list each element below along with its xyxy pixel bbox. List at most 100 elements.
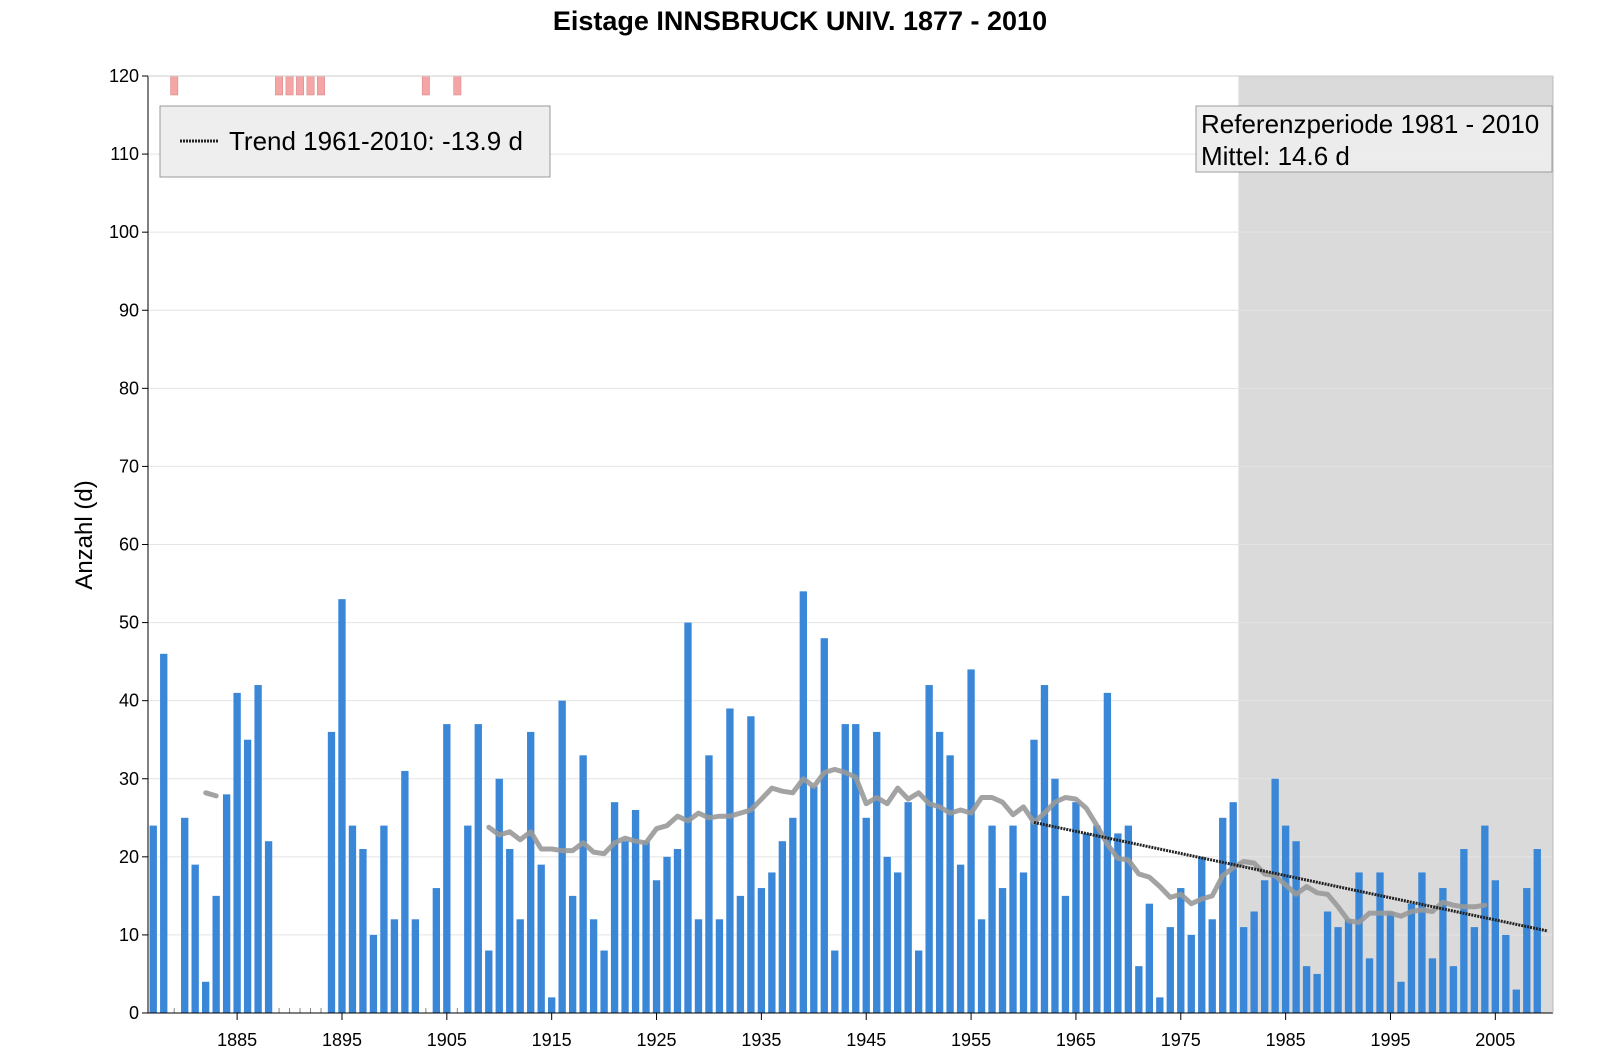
bar	[495, 778, 503, 1013]
bar	[432, 888, 441, 1013]
axis-layer: 0 10 20 30 40 50 60 70 80 90 100 110 120 1885 1895 1905…	[109, 66, 1554, 1050]
bar	[1103, 692, 1112, 1013]
bar	[1439, 888, 1447, 1013]
bar	[935, 731, 944, 1013]
y-tick-label: 20	[119, 847, 139, 867]
bar	[527, 731, 535, 1013]
bar	[831, 950, 839, 1013]
bar	[1009, 825, 1017, 1013]
bar	[925, 685, 933, 1013]
y-tick-label: 90	[119, 300, 139, 320]
bar	[485, 950, 493, 1013]
bar	[327, 731, 336, 1013]
bar	[726, 708, 734, 1013]
bar	[212, 895, 220, 1013]
bar	[1093, 825, 1101, 1013]
y-tick-label: 60	[119, 535, 139, 555]
bar	[1323, 911, 1332, 1013]
bar	[506, 849, 514, 1013]
bar	[1187, 934, 1195, 1013]
bar	[967, 669, 975, 1013]
bar	[1082, 833, 1091, 1013]
bar	[977, 919, 986, 1013]
bar	[1533, 849, 1541, 1013]
y-tick-label: 50	[119, 613, 139, 633]
smoothed-line	[203, 790, 219, 799]
bar	[956, 864, 965, 1013]
bar	[862, 817, 870, 1013]
y-tick-label: 40	[119, 691, 139, 711]
y-axis-label: Anzahl (d)	[71, 480, 98, 589]
missing-year-marker	[296, 75, 304, 96]
bar	[1124, 825, 1133, 1013]
bar	[369, 934, 378, 1013]
y-tick-label: 100	[109, 222, 139, 242]
y-tick-label: 70	[119, 456, 139, 476]
bar	[1061, 895, 1070, 1013]
reference-period-box	[1195, 105, 1553, 173]
bar	[1240, 927, 1248, 1013]
bar	[1114, 833, 1122, 1013]
bar	[464, 825, 472, 1013]
bar	[673, 849, 682, 1013]
bar	[1030, 739, 1038, 1013]
bar	[516, 919, 524, 1013]
smoothed-line	[486, 766, 1488, 925]
bar	[191, 864, 199, 1013]
bar	[1334, 927, 1342, 1013]
missing-year-marker	[421, 75, 430, 96]
x-tick-label: 2005	[1475, 1030, 1515, 1050]
bar	[411, 919, 420, 1013]
reference-period-mean: Mittel: 14.6 d	[1201, 141, 1350, 171]
bar	[1523, 888, 1531, 1013]
trend-line	[1033, 821, 1549, 933]
bar	[1208, 919, 1216, 1013]
bar	[222, 794, 231, 1013]
bar	[631, 809, 640, 1013]
bar	[1460, 849, 1468, 1013]
y-tick-label: 110	[110, 144, 139, 164]
bar	[747, 716, 755, 1013]
bar	[904, 802, 912, 1013]
bar	[243, 739, 252, 1013]
bar	[1418, 872, 1426, 1013]
reference-period-legend: Referenzperiode 1981 - 2010 Mittel: 14.6…	[1195, 105, 1553, 173]
bar	[1166, 927, 1174, 1013]
bar	[1072, 802, 1080, 1013]
bar	[1344, 919, 1353, 1013]
bar	[736, 895, 745, 1013]
bar	[715, 919, 724, 1013]
bar	[1386, 911, 1395, 1013]
bar	[621, 841, 629, 1013]
x-tick-label: 1905	[427, 1030, 467, 1050]
bar	[181, 817, 189, 1013]
y-tick-label: 30	[119, 769, 139, 789]
bar	[1355, 872, 1363, 1013]
bar	[1292, 841, 1300, 1013]
bar	[883, 856, 891, 1013]
bar	[149, 825, 157, 1013]
bar	[841, 724, 849, 1013]
bar	[894, 872, 902, 1013]
bar	[568, 895, 577, 1013]
bar	[1376, 872, 1384, 1013]
bar	[1470, 927, 1479, 1013]
bar	[390, 919, 399, 1013]
bar	[1219, 817, 1227, 1013]
x-tick-label: 1895	[322, 1030, 362, 1050]
bar	[1512, 989, 1520, 1013]
missing-year-markers	[170, 75, 462, 1013]
bar	[663, 856, 671, 1013]
y-tick-label: 0	[129, 1003, 139, 1023]
missing-year-marker	[275, 75, 283, 96]
bar	[820, 638, 828, 1013]
bar	[778, 841, 787, 1013]
bar	[1019, 872, 1028, 1013]
bar	[1302, 966, 1311, 1013]
bar	[600, 950, 608, 1013]
bar	[579, 755, 587, 1013]
bar	[1250, 911, 1258, 1013]
missing-year-marker	[317, 75, 325, 96]
y-tick-label: 10	[119, 925, 139, 945]
